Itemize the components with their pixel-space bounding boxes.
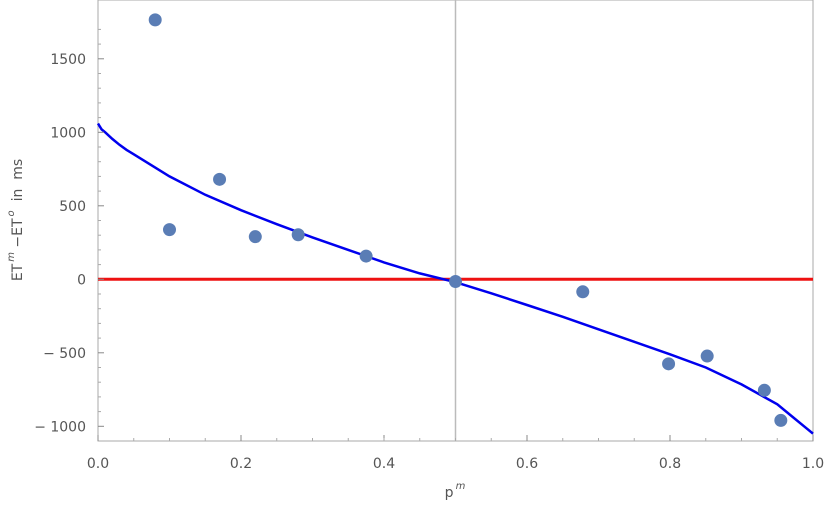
data-point <box>757 383 771 397</box>
y-tick-label: 500 <box>59 199 86 215</box>
x-tick-label: 0.8 <box>659 456 681 472</box>
data-point <box>576 285 590 299</box>
x-axis-title-sup: m <box>456 481 466 492</box>
fit-curve-group <box>96 122 814 435</box>
data-point <box>774 413 788 427</box>
data-point <box>248 230 262 244</box>
y-axis-title-part-4: o <box>6 210 17 216</box>
data-point <box>148 13 162 27</box>
x-tick-label: 0.6 <box>516 456 538 472</box>
y-tick-label: − 500 <box>43 346 86 362</box>
y-tick-label: − 1000 <box>34 419 86 435</box>
data-point <box>291 228 305 242</box>
data-points <box>148 13 788 427</box>
y-axis-ticks: − 1000 − 500 0 500 1000 1500 <box>34 28 104 435</box>
x-tick-label: 1.0 <box>802 456 824 472</box>
data-point <box>213 172 227 186</box>
y-tick-label: 0 <box>77 272 86 288</box>
data-point <box>662 357 676 371</box>
y-axis-title-part-1: ET <box>10 263 26 281</box>
y-axis-title-part-3: −ET <box>10 218 26 252</box>
data-point <box>163 223 176 237</box>
y-axis-title-part-5: in ms <box>10 159 26 211</box>
x-tick-label: 0.0 <box>87 456 109 472</box>
x-axis-ticks: 0.0 0.2 0.4 0.6 0.8 1.0 <box>87 435 824 472</box>
data-point <box>700 349 714 363</box>
y-tick-label: 1500 <box>50 52 86 68</box>
x-tick-label: 0.4 <box>373 456 395 472</box>
x-axis-title-base: p <box>445 485 454 501</box>
reference-lines <box>98 0 813 441</box>
y-axis-title: ETm −ET o in ms <box>6 159 26 281</box>
fit-curve-line <box>96 122 814 435</box>
y-tick-label: 1000 <box>50 125 86 141</box>
data-point <box>449 275 462 289</box>
data-point <box>359 249 373 263</box>
y-axis-title-part-2: m <box>6 252 17 262</box>
x-tick-label: 0.2 <box>230 456 252 472</box>
